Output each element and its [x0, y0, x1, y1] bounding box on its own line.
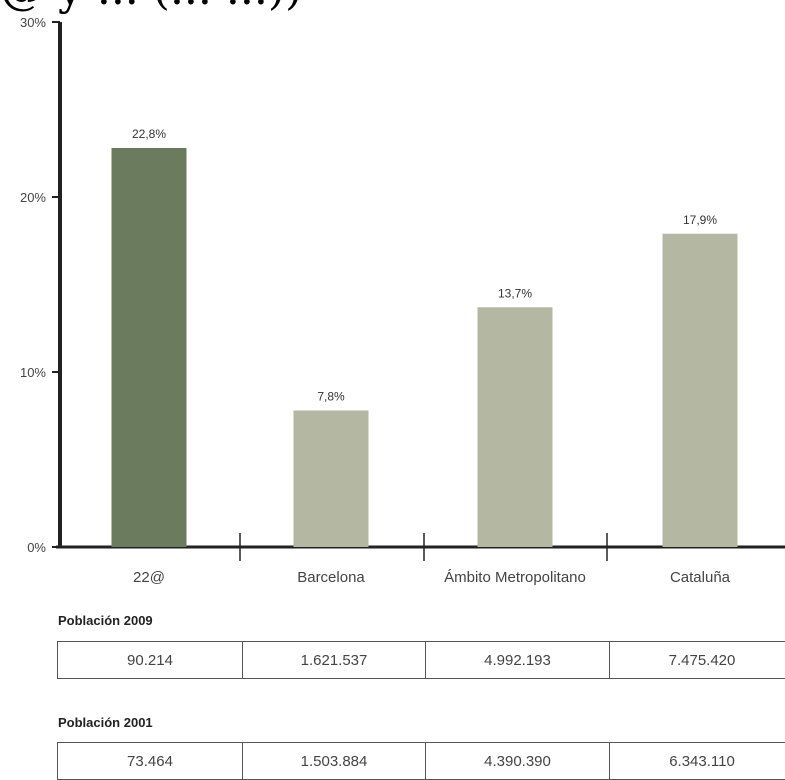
population-table-2001: 73.464 1.503.884 4.390.390 6.343.110: [57, 742, 785, 780]
y-tick-label: 20%: [20, 190, 46, 205]
y-tick-label: 30%: [20, 15, 46, 30]
table-cell: 73.464: [127, 752, 173, 770]
bar-value-label: 7,8%: [317, 390, 345, 404]
population-table-2009: 90.214 1.621.537 4.992.193 7.475.420: [57, 641, 785, 679]
bar-value-label: 13,7%: [498, 286, 532, 300]
cropped-title-fragment: @ y ... (... ...)): [0, 0, 302, 12]
bar-chart: 0% 10% 20% 30% 22,8% 22@ 7,8% Barcelona 13,7% Ámb…: [20, 15, 785, 586]
x-category-label: Cataluña: [670, 569, 731, 586]
bar: [662, 233, 738, 547]
bar: [111, 148, 187, 547]
table-cell: 1.621.537: [242, 642, 425, 678]
bar-value-label: 22,8%: [132, 127, 166, 141]
table-cell: 1.503.884: [242, 743, 425, 779]
table-label-2009: Población 2009: [58, 613, 153, 628]
table-cell: 7.475.420: [609, 642, 785, 678]
table-cell: 4.992.193: [425, 642, 609, 678]
bar-value-label: 17,9%: [683, 213, 717, 227]
table-label-2001: Población 2001: [58, 715, 153, 730]
table-cell: 90.214: [127, 651, 173, 669]
x-category-label: Ámbito Metropolitano: [444, 569, 586, 586]
y-tick-label: 10%: [20, 365, 46, 380]
table-cell: 4.390.390: [425, 743, 609, 779]
bar: [477, 307, 553, 547]
x-category-label: 22@: [133, 569, 165, 586]
x-category-label: Barcelona: [297, 569, 365, 586]
y-tick-label: 0%: [27, 540, 46, 555]
table-cell: 6.343.110: [609, 743, 785, 779]
bar: [293, 410, 369, 547]
